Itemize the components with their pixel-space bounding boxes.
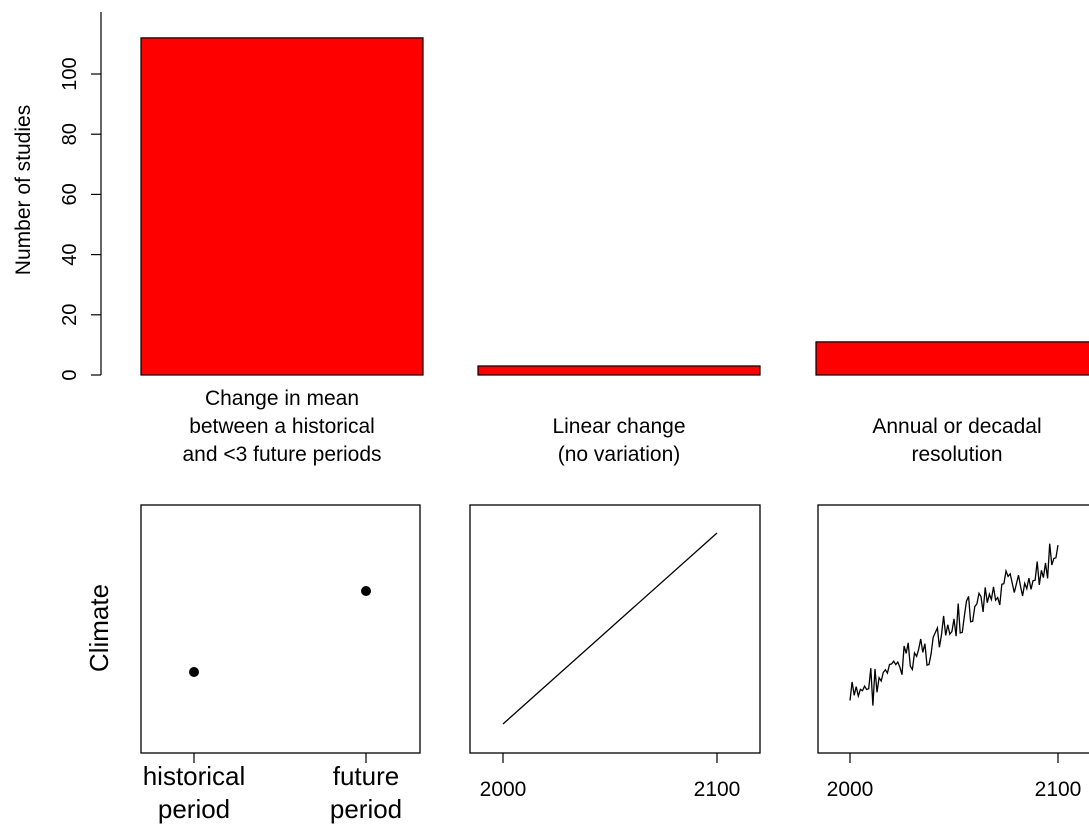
panel-scatter-frame [140, 504, 421, 754]
category-label: Change in mean [205, 387, 359, 410]
scatter-point [361, 586, 371, 596]
scatter-point [189, 667, 199, 677]
x-tick-label: 2000 [827, 778, 874, 801]
y-tick-label: 80 [59, 123, 81, 145]
annual-line [849, 543, 1059, 706]
bar [815, 341, 1089, 376]
bar [477, 365, 761, 376]
category-label: and <3 future periods [182, 443, 381, 466]
scatter-points [189, 586, 371, 677]
category-label: resolution [911, 443, 1002, 466]
panel-linear-frame [469, 504, 761, 754]
y-tick-label: 20 [59, 304, 81, 326]
linear-x-ticks: 2000 2100 [480, 753, 741, 801]
bar-chart-category-labels: Change in mean between a historical and <3… [182, 387, 1041, 466]
category-label: Linear change [552, 415, 685, 438]
y-tick-label: 0 [59, 369, 81, 380]
category-label: (no variation) [558, 443, 681, 466]
category-label: between a historical [189, 415, 375, 438]
bar-chart-ylabel: Number of studies [12, 105, 35, 275]
climate-ylabel: Climate [84, 584, 114, 672]
x-tick-label: 2100 [1035, 778, 1082, 801]
bar-chart: Number of studies 0 20 40 60 80 100 Change in… [12, 12, 1089, 466]
bar-chart-y-ticks: 0 20 40 60 80 100 [59, 57, 101, 381]
annual-series [849, 543, 1059, 706]
x-tick-label: 2100 [694, 778, 741, 801]
panel-annual-frame [817, 504, 1089, 754]
x-tick-label: future [333, 761, 400, 791]
linear-line [502, 532, 718, 725]
linear-series [502, 532, 718, 725]
x-tick-label: period [330, 794, 402, 824]
panel-annual: 2000 2100 [817, 504, 1089, 801]
panel-linear: 2000 2100 [469, 504, 761, 801]
bar-chart-bars [140, 37, 1089, 376]
y-tick-label: 60 [59, 183, 81, 205]
category-label: Annual or decadal [872, 415, 1041, 438]
y-tick-label: 100 [59, 57, 81, 90]
x-tick-label: historical [143, 761, 246, 791]
annual-x-ticks: 2000 2100 [827, 753, 1082, 801]
x-tick-label: period [158, 794, 230, 824]
x-tick-label: 2000 [480, 778, 527, 801]
y-tick-label: 40 [59, 243, 81, 265]
bar [140, 37, 424, 376]
